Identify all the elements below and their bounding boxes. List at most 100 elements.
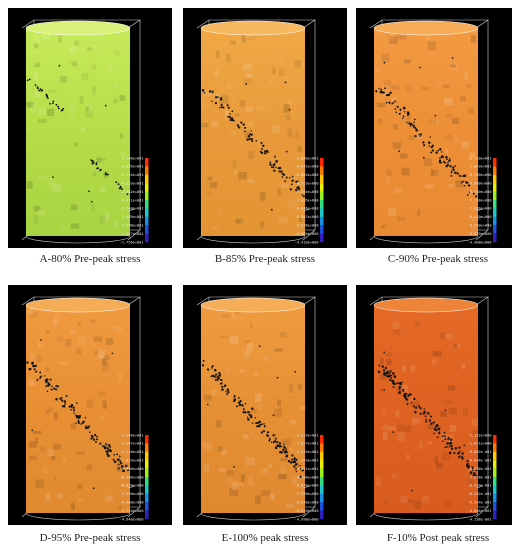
simulation-panel-e: -1.419e+001 -1.327e+001 -1.235e+001 -1.143e… <box>183 285 347 525</box>
colorbar-tick-label: -5.740e+000 <box>468 224 492 228</box>
colorbar: -1.419e+001 -1.327e+001 -1.235e+001 -1.143e… <box>295 433 324 521</box>
panel-caption: F-10% Post peak stress <box>386 532 490 544</box>
specimen-render: -1.110e+001 -1.043e+001 -9.760e+000 -9.090e… <box>369 19 497 244</box>
colorbar-tick-label: -2.498e+001 <box>120 224 144 228</box>
simulation-panel-d: -1.264e+001 -1.187e+001 -1.110e+001 -1.033e… <box>8 285 172 525</box>
colorbar-tick-label: -4.724e+001 <box>120 173 144 177</box>
colorbar-tick-label: -7.678e-001 <box>468 475 492 479</box>
colorbar: -5.466e+001 -5.095e+001 -4.724e+001 -4.353e… <box>120 156 149 244</box>
colorbar-tick-label: -1.122e+000 <box>468 433 492 437</box>
specimen-body <box>201 28 305 236</box>
colorbar-tick-label: -1.051e+001 <box>295 467 319 471</box>
simulation-panel-a: -5.466e+001 -5.095e+001 -4.724e+001 -4.353e… <box>8 8 172 248</box>
colorbar-tick-label: -8.670e+000 <box>295 484 319 488</box>
axis-triad <box>302 208 311 212</box>
specimen-body <box>26 305 130 513</box>
colorbar-tick-label: -9.441e+000 <box>295 165 319 169</box>
colorbar-tick-label: -1.000e+001 <box>295 156 319 160</box>
colorbar-tick-label: -6.646e+000 <box>295 207 319 211</box>
colorbar-tick-label: -1.051e+000 <box>468 442 492 446</box>
colorbar-tick-label: -9.094e-001 <box>468 459 492 463</box>
colorbar-tick-label: -8.790e+000 <box>120 475 144 479</box>
colorbar: -1.110e+001 -1.043e+001 -9.760e+000 -9.090e… <box>468 156 497 244</box>
axis-triad <box>127 208 136 212</box>
specimen-body <box>374 305 478 513</box>
panel-caption: A-80% Pre-peak stress <box>39 253 141 265</box>
shear-crack-band <box>375 87 478 198</box>
colorbar-tick-label: -4.410e+000 <box>295 240 319 244</box>
colorbar-tick-label: -1.235e+001 <box>295 450 319 454</box>
colorbar-tick-label: -6.262e-001 <box>468 492 492 496</box>
panel-caption: D-95% Pre-peak stress <box>39 532 141 544</box>
colorbar-tick-label: -7.250e+000 <box>120 492 144 496</box>
colorbar-tick-label: -7.764e+000 <box>295 190 319 194</box>
colorbar-tick-label: -5.070e+000 <box>468 232 492 236</box>
colorbar-tick-label: -1.264e+001 <box>120 433 144 437</box>
colorbar-tick-label: -4.990e+000 <box>295 517 319 521</box>
specimen-body <box>374 28 478 236</box>
shear-crack-band <box>201 359 304 478</box>
colorbar-tick-label: -4.940e+000 <box>120 517 144 521</box>
colorbar: -1.264e+001 -1.187e+001 -1.110e+001 -1.033e… <box>120 433 149 521</box>
colorbar-tick-label: -9.560e+000 <box>120 467 144 471</box>
colorbar-tick-label: -1.756e+001 <box>120 240 144 244</box>
shear-crack-band <box>201 89 305 198</box>
colorbar-tick-label: -5.710e+000 <box>120 509 144 513</box>
colorbar-tick-label: -6.087e+000 <box>295 215 319 219</box>
shear-crack-band <box>377 364 478 477</box>
colorbar-tick-label: -9.802e-001 <box>468 450 492 454</box>
shear-crack-band <box>26 361 130 473</box>
specimen-top-cap <box>200 20 306 36</box>
axis-triad <box>127 485 136 489</box>
colorbar-tick-label: -5.095e+001 <box>120 165 144 169</box>
axis-triad <box>475 485 484 489</box>
specimen-render: -1.000e+001 -9.441e+000 -8.882e+000 -8.323e… <box>196 19 324 244</box>
specimen-top-cap <box>25 297 131 313</box>
axis-triad <box>475 208 484 212</box>
colorbar-tick-label: -2.869e+001 <box>120 215 144 219</box>
colorbar-tick-label: -4.846e-001 <box>468 509 492 513</box>
simulation-panel-c: -1.110e+001 -1.043e+001 -9.760e+000 -9.090e… <box>356 8 512 248</box>
colorbar-tick-label: -8.420e+000 <box>468 190 492 194</box>
colorbar-tick-label: -5.910e+000 <box>295 509 319 513</box>
panel-caption: C-90% Pre-peak stress <box>387 253 489 265</box>
specimen-render: -5.466e+001 -5.095e+001 -4.724e+001 -4.353e… <box>21 19 149 244</box>
colorbar-tick-label: -1.110e+001 <box>468 156 492 160</box>
colorbar-tick-label: -1.043e+001 <box>468 165 492 169</box>
colorbar-tick-label: -1.419e+001 <box>295 433 319 437</box>
simulation-panel-f: -1.122e+000 -1.051e+000 -9.802e-001 -9.094e… <box>356 285 512 525</box>
colorbar-tick-label: -6.480e+000 <box>120 501 144 505</box>
colorbar-tick-label: -8.386e-001 <box>468 467 492 471</box>
colorbar-tick-label: -9.590e+000 <box>295 475 319 479</box>
simulation-panel-b: -1.000e+001 -9.441e+000 -8.882e+000 -8.323e… <box>183 8 347 248</box>
colorbar-tick-label: -1.143e+001 <box>295 459 319 463</box>
colorbar-tick-label: -4.353e+001 <box>120 182 144 186</box>
colorbar-tick-label: -9.760e+000 <box>468 173 492 177</box>
colorbar-tick-label: -6.970e-001 <box>468 484 492 488</box>
specimen-top-cap <box>373 297 479 313</box>
colorbar-tick-label: -5.466e+001 <box>120 156 144 160</box>
colorbar-tick-label: -1.110e+001 <box>120 450 144 454</box>
colorbar-tick-label: -1.187e+001 <box>120 442 144 446</box>
colorbar-tick-label: -4.138e-001 <box>468 517 492 521</box>
colorbar-tick-label: -3.240e+001 <box>120 207 144 211</box>
colorbar-tick-label: -8.882e+000 <box>295 173 319 177</box>
colorbar-tick-label: -6.830e+000 <box>295 501 319 505</box>
colorbar-tick-label: -7.205e+000 <box>295 198 319 202</box>
axis-triad <box>302 485 311 489</box>
specimen-top-cap <box>373 20 479 36</box>
specimen-body <box>26 28 130 236</box>
colorbar: -1.122e+000 -1.051e+000 -9.802e-001 -9.094e… <box>468 433 497 521</box>
colorbar-tick-label: -7.080e+000 <box>468 207 492 211</box>
colorbar-tick-label: -7.750e+000 <box>295 492 319 496</box>
specimen-render: -1.122e+000 -1.051e+000 -9.802e-001 -9.094e… <box>369 296 497 521</box>
specimen-top-cap <box>200 297 306 313</box>
colorbar-tick-label: -3.982e+001 <box>120 190 144 194</box>
colorbar: -1.000e+001 -9.441e+000 -8.882e+000 -8.323e… <box>295 156 324 244</box>
specimen-render: -1.264e+001 -1.187e+001 -1.110e+001 -1.033e… <box>21 296 149 521</box>
colorbar-tick-label: -1.327e+001 <box>295 442 319 446</box>
colorbar-tick-label: -8.323e+000 <box>295 182 319 186</box>
panel-caption: E-100% peak stress <box>221 532 309 544</box>
colorbar-tick-label: -3.611e+001 <box>120 198 144 202</box>
colorbar-tick-label: -6.410e+000 <box>468 215 492 219</box>
